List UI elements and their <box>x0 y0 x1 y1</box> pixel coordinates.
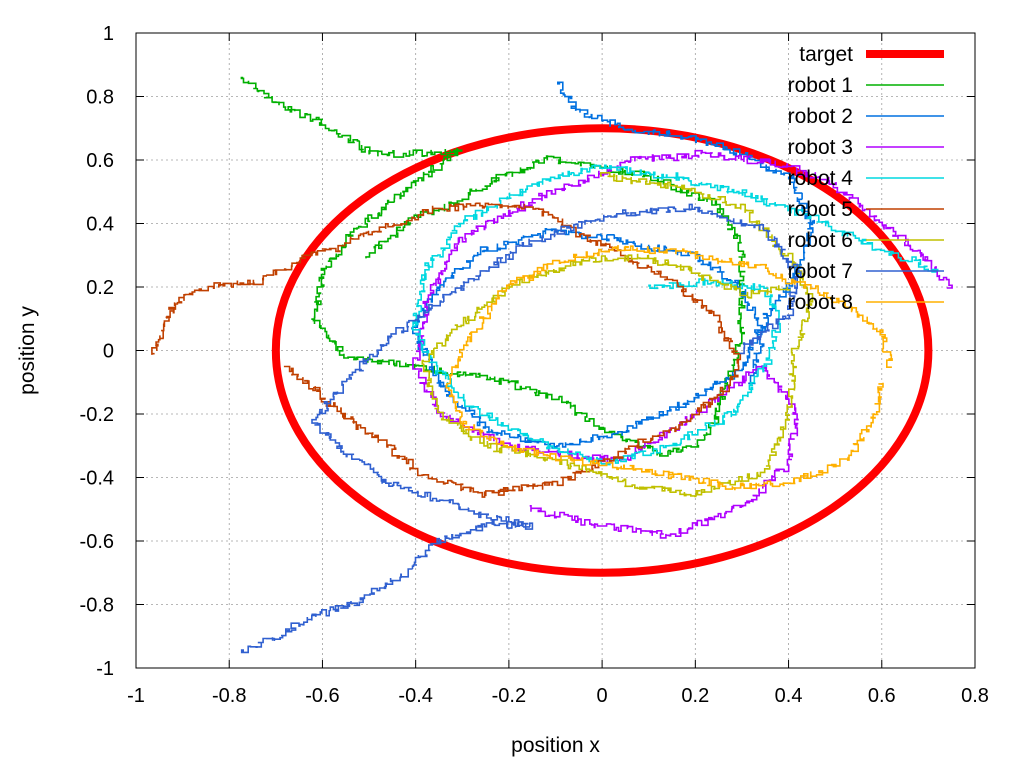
x-axis-label: position x <box>511 734 600 757</box>
legend-label: robot 5 <box>788 198 853 221</box>
y-tick-label: -1 <box>96 658 114 680</box>
y-axis-label: position y <box>16 306 39 395</box>
legend-label: robot 4 <box>788 167 854 190</box>
y-tick-label: 0.4 <box>86 214 114 236</box>
y-tick-label: -0.2 <box>80 404 114 426</box>
robot-trajectories <box>151 76 953 654</box>
legend-label: robot 1 <box>788 74 853 97</box>
y-tick-label: 0.6 <box>86 150 114 172</box>
y-tick-label: 0 <box>103 341 114 363</box>
legend-label: robot 8 <box>788 291 853 314</box>
legend-label: target <box>799 43 853 66</box>
legend-label: robot 2 <box>788 105 853 128</box>
y-tick-label: -0.8 <box>80 595 114 617</box>
x-tick-label: 0.6 <box>868 685 896 707</box>
y-tick-label: 0.2 <box>86 277 114 299</box>
axis-ticks: -1 -0.8 -0.6 -0.4 -0.2 0 0.2 0.4 0.6 0.8 1 0.8 0.6 0.… <box>80 23 989 707</box>
x-tick-label: -0.2 <box>492 685 526 707</box>
y-tick-label: -0.6 <box>80 531 114 553</box>
y-tick-label: -0.4 <box>80 468 114 490</box>
y-tick-label: 1 <box>103 23 114 45</box>
x-tick-label: 0.8 <box>961 685 989 707</box>
y-tick-label: 0.8 <box>86 87 114 109</box>
legend-label: robot 6 <box>788 229 853 252</box>
x-tick-label: 0.4 <box>775 685 803 707</box>
trajectory-robot-5 <box>151 202 742 498</box>
x-tick-label: -0.6 <box>305 685 339 707</box>
trajectory-robot-2 <box>411 81 815 449</box>
x-tick-label: 0 <box>597 685 608 707</box>
trajectory-robot-6 <box>421 172 814 498</box>
trajectory-robot-4 <box>412 164 939 466</box>
legend: target robot 1 robot 2 robot 3 robot 4 robot … <box>788 43 944 314</box>
x-tick-label: 0.2 <box>681 685 709 707</box>
x-tick-label: -0.4 <box>398 685 432 707</box>
legend-label: robot 3 <box>788 136 853 159</box>
x-tick-label: -1 <box>127 685 145 707</box>
legend-label: robot 7 <box>788 260 853 283</box>
trajectory-robot-7 <box>240 203 802 654</box>
target-ellipse <box>271 124 933 577</box>
x-tick-label: -0.8 <box>212 685 246 707</box>
target-ring <box>271 124 933 577</box>
trajectory-robot-8 <box>445 245 893 491</box>
